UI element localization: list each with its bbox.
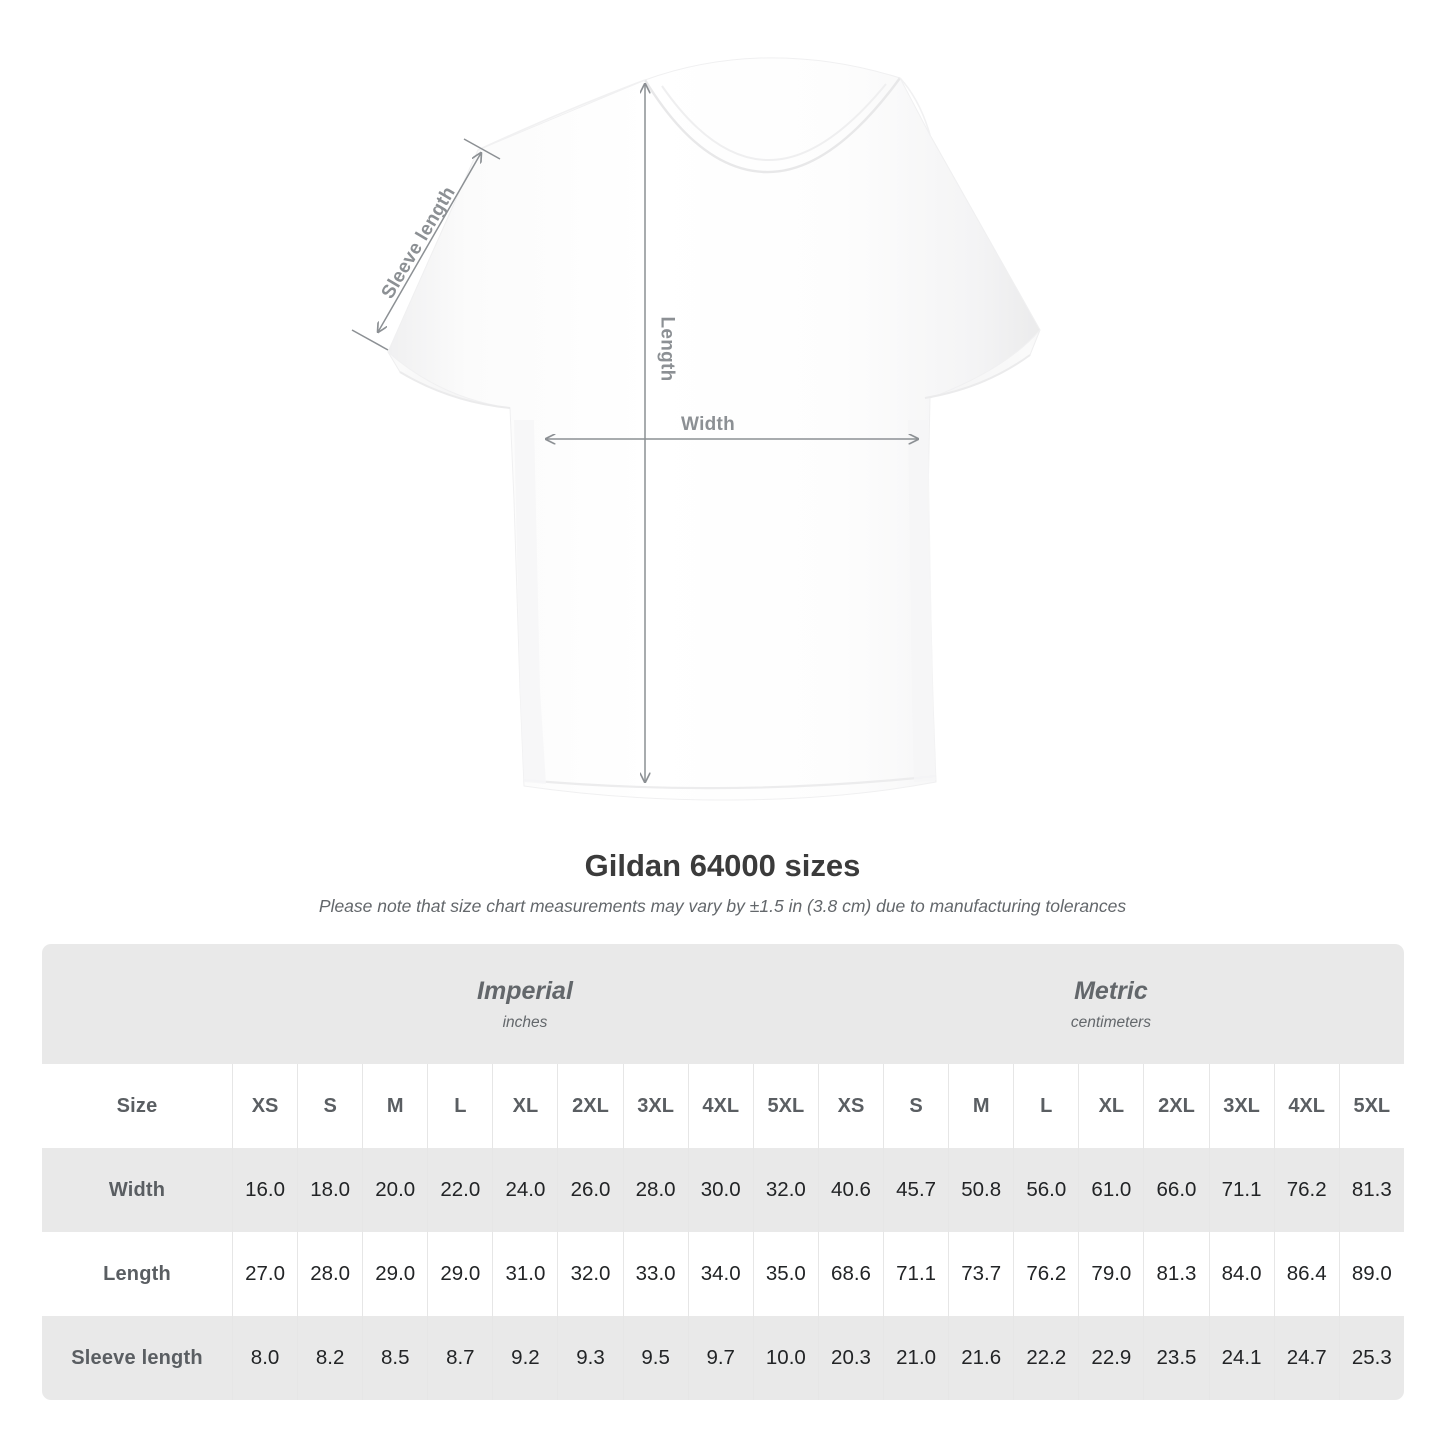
cell-width-imperial-2xl: 26.0 (557, 1148, 623, 1232)
cell-length-imperial-s: 28.0 (297, 1232, 363, 1316)
cell-length-imperial-xs: 27.0 (232, 1232, 298, 1316)
cell-length-imperial-2xl: 32.0 (557, 1232, 623, 1316)
cell-width-metric-xl: 61.0 (1078, 1148, 1144, 1232)
cell-width-imperial-xs: 16.0 (232, 1148, 298, 1232)
cell-sleeve-imperial-4xl: 9.7 (687, 1316, 753, 1400)
cell-sleeve-metric-xl: 22.9 (1078, 1316, 1144, 1400)
unit-measure-imperial: inches (502, 1014, 548, 1032)
size-header-imperial-xl: XL (492, 1064, 558, 1148)
cell-width-imperial-5xl: 32.0 (752, 1148, 818, 1232)
cell-sleeve-imperial-xs: 8.0 (232, 1316, 298, 1400)
size-chart-table: Imperial inches Metric centimeters Size … (42, 944, 1404, 1400)
size-header-metric-s: S (883, 1064, 949, 1148)
size-header-metric-xl: XL (1078, 1064, 1144, 1148)
table-row: Sleeve length 8.0 8.2 8.5 8.7 9.2 9.3 9.… (42, 1316, 1404, 1400)
cell-width-metric-2xl: 66.0 (1143, 1148, 1209, 1232)
cell-width-metric-s: 45.7 (883, 1148, 949, 1232)
unit-system-name-imperial: Imperial (477, 976, 573, 1005)
width-label: Width (681, 414, 736, 435)
cell-length-metric-l: 76.2 (1013, 1232, 1079, 1316)
unit-section-metric: Metric centimeters (817, 944, 1404, 1064)
cell-sleeve-imperial-5xl: 10.0 (752, 1316, 818, 1400)
row-label-width: Width (42, 1148, 232, 1232)
size-header-imperial-2xl: 2XL (557, 1064, 623, 1148)
length-label: Length (656, 316, 678, 382)
size-header-metric-l: L (1013, 1064, 1079, 1148)
cell-length-metric-s: 71.1 (883, 1232, 949, 1316)
tshirt-measurement-diagram: Sleeve length Length Width (351, 57, 1041, 801)
tolerance-note: Please note that size chart measurements… (318, 896, 1127, 916)
size-header-metric-3xl: 3XL (1208, 1064, 1274, 1148)
cell-length-imperial-xl: 31.0 (492, 1232, 558, 1316)
size-header-imperial-l: L (427, 1064, 493, 1148)
cell-sleeve-imperial-l: 8.7 (427, 1316, 493, 1400)
size-header-metric-xs: XS (817, 1064, 884, 1148)
cell-length-metric-5xl: 89.0 (1338, 1232, 1404, 1316)
cell-length-imperial-5xl: 35.0 (752, 1232, 818, 1316)
cell-sleeve-metric-l: 22.2 (1013, 1316, 1079, 1400)
size-header-imperial-m: M (362, 1064, 428, 1148)
cell-width-metric-xs: 40.6 (817, 1148, 884, 1232)
size-header-imperial-xs: XS (232, 1064, 298, 1148)
unit-system-header-row: Imperial inches Metric centimeters (42, 944, 1404, 1064)
size-header-imperial-s: S (297, 1064, 363, 1148)
page-title: Gildan 64000 sizes (584, 848, 861, 883)
size-column-header: Size (42, 1064, 232, 1148)
cell-sleeve-imperial-m: 8.5 (362, 1316, 428, 1400)
size-header-row: Size XS S M L XL 2XL 3XL 4XL 5XL XS S M … (42, 1064, 1404, 1148)
cell-sleeve-metric-s: 21.0 (883, 1316, 949, 1400)
cell-sleeve-imperial-s: 8.2 (297, 1316, 363, 1400)
size-header-imperial-5xl: 5XL (752, 1064, 818, 1148)
unit-system-name-metric: Metric (1074, 976, 1148, 1005)
cell-length-imperial-l: 29.0 (427, 1232, 493, 1316)
cell-sleeve-imperial-3xl: 9.5 (622, 1316, 688, 1400)
size-chart-table-wrapper: Imperial inches Metric centimeters Size … (42, 944, 1404, 1400)
cell-sleeve-metric-xs: 20.3 (817, 1316, 884, 1400)
cell-length-metric-xs: 68.6 (817, 1232, 884, 1316)
cell-width-metric-m: 50.8 (948, 1148, 1014, 1232)
cell-length-imperial-m: 29.0 (362, 1232, 428, 1316)
cell-sleeve-imperial-xl: 9.2 (492, 1316, 558, 1400)
cell-sleeve-imperial-2xl: 9.3 (557, 1316, 623, 1400)
cell-length-metric-2xl: 81.3 (1143, 1232, 1209, 1316)
cell-sleeve-metric-3xl: 24.1 (1208, 1316, 1274, 1400)
size-header-imperial-3xl: 3XL (622, 1064, 688, 1148)
cell-length-metric-3xl: 84.0 (1208, 1232, 1274, 1316)
cell-width-imperial-xl: 24.0 (492, 1148, 558, 1232)
cell-width-imperial-s: 18.0 (297, 1148, 363, 1232)
cell-width-metric-l: 56.0 (1013, 1148, 1079, 1232)
cell-width-imperial-l: 22.0 (427, 1148, 493, 1232)
table-row: Width 16.0 18.0 20.0 22.0 24.0 26.0 28.0… (42, 1148, 1404, 1232)
size-header-metric-4xl: 4XL (1273, 1064, 1339, 1148)
cell-length-metric-4xl: 86.4 (1273, 1232, 1339, 1316)
tshirt-illustration (351, 57, 1041, 801)
cell-length-metric-m: 73.7 (948, 1232, 1014, 1316)
sleeve-length-dimension-arrow (351, 138, 501, 351)
size-header-imperial-4xl: 4XL (687, 1064, 753, 1148)
unit-header-spacer (42, 944, 232, 1064)
cell-length-imperial-3xl: 33.0 (622, 1232, 688, 1316)
size-header-metric-m: M (948, 1064, 1014, 1148)
shirt-silhouette (387, 57, 1041, 801)
size-header-metric-5xl: 5XL (1338, 1064, 1404, 1148)
cell-sleeve-metric-5xl: 25.3 (1338, 1316, 1404, 1400)
row-label-sleeve-length: Sleeve length (42, 1316, 232, 1400)
cell-sleeve-metric-m: 21.6 (948, 1316, 1014, 1400)
unit-measure-metric: centimeters (1070, 1014, 1151, 1032)
cell-width-metric-3xl: 71.1 (1208, 1148, 1274, 1232)
row-label-length: Length (42, 1232, 232, 1316)
cell-width-imperial-m: 20.0 (362, 1148, 428, 1232)
cell-width-metric-4xl: 76.2 (1273, 1148, 1339, 1232)
size-header-metric-2xl: 2XL (1143, 1064, 1209, 1148)
cell-width-imperial-3xl: 28.0 (622, 1148, 688, 1232)
cell-sleeve-metric-2xl: 23.5 (1143, 1316, 1209, 1400)
cell-width-imperial-4xl: 30.0 (687, 1148, 753, 1232)
cell-width-metric-5xl: 81.3 (1338, 1148, 1404, 1232)
table-row: Length 27.0 28.0 29.0 29.0 31.0 32.0 33.… (42, 1232, 1404, 1316)
cell-length-imperial-4xl: 34.0 (687, 1232, 753, 1316)
cell-length-metric-xl: 79.0 (1078, 1232, 1144, 1316)
cell-sleeve-metric-4xl: 24.7 (1273, 1316, 1339, 1400)
unit-section-imperial: Imperial inches (232, 944, 818, 1064)
